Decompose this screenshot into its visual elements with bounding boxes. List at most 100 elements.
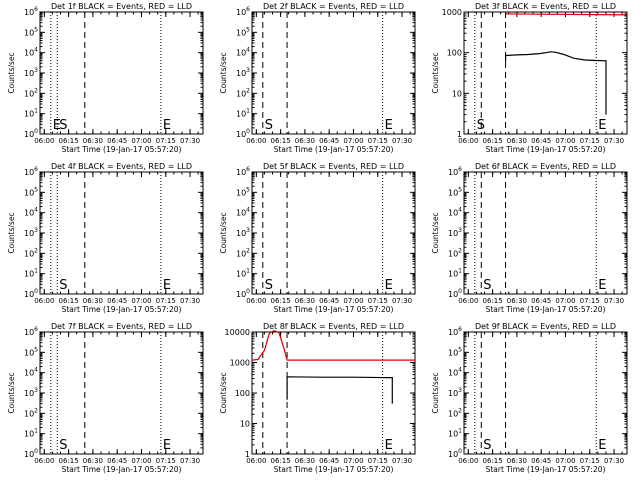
marker-letter: E	[163, 438, 171, 453]
x-tick-label: 06:00	[34, 297, 54, 305]
y-tick-label: 103	[236, 227, 250, 238]
plot-frame	[463, 171, 628, 295]
y-tick-label: 105	[236, 186, 250, 197]
x-tick-label: 07:15	[156, 137, 176, 145]
events-series	[286, 376, 393, 404]
y-tick-label: 104	[24, 47, 38, 58]
panel-det-1: Det 1f BLACK = Events, RED = LLD10010110…	[7, 2, 204, 154]
x-axis: 06:00 06:15 06:30 06:45 07:00 07:15 07:30	[246, 172, 412, 305]
x-tick-label: 06:15	[271, 137, 291, 145]
plot-frame	[39, 331, 204, 455]
x-axis: 06:00 06:15 06:30 06:45 07:00 07:15 07:30	[458, 12, 624, 145]
y-tick-label: 103	[24, 67, 38, 78]
x-axis: 06:00 06:15 06:30 06:45 07:00 07:15 07:30	[34, 172, 200, 305]
x-tick-label: 07:00	[131, 137, 151, 145]
lld-series	[505, 13, 628, 16]
y-axis: 100 101 102 103 104 105 106	[236, 166, 415, 299]
x-tick-label: 06:15	[483, 297, 503, 305]
panel-title: Det 2f BLACK = Events, RED = LLD	[263, 2, 404, 11]
y-tick-label: 105	[236, 26, 250, 37]
x-tick-label: 06:30	[507, 297, 527, 305]
panel-title: Det 5f BLACK = Events, RED = LLD	[263, 162, 404, 171]
x-tick-label: 06:30	[83, 137, 103, 145]
x-tick-label: 06:45	[531, 137, 551, 145]
x-tick-label: 07:30	[180, 137, 200, 145]
x-tick-label: 07:30	[392, 457, 412, 465]
x-tick-label: 07:00	[343, 297, 363, 305]
y-tick-label: 104	[24, 207, 38, 218]
y-tick-label: 100	[236, 288, 250, 299]
marker-letter: E	[385, 278, 393, 293]
marker-letter: E	[385, 438, 393, 453]
x-tick-label: 06:45	[107, 457, 127, 465]
y-tick-label: 105	[24, 186, 38, 197]
y-tick-label: 1000	[230, 359, 250, 368]
y-tick-label: 104	[236, 207, 250, 218]
x-tick-label: 06:15	[59, 297, 79, 305]
plot-frame	[251, 331, 416, 455]
x-tick-label: 06:45	[531, 457, 551, 465]
y-axis: 100 101 102 103 104 105 106	[448, 166, 627, 299]
marker-letter: E	[598, 278, 606, 293]
y-axis: 100 101 102 103 104 105 106	[24, 326, 203, 459]
y-axis-label: Counts/sec	[431, 212, 440, 253]
x-axis: 06:00 06:15 06:30 06:45 07:00 07:15 07:30	[458, 332, 624, 465]
y-tick-label: 102	[24, 247, 38, 258]
x-tick-label: 07:15	[156, 457, 176, 465]
x-tick-label: 06:30	[507, 457, 527, 465]
x-tick-label: 07:15	[368, 137, 388, 145]
x-tick-label: 06:30	[507, 137, 527, 145]
x-tick-label: 06:30	[83, 297, 103, 305]
panel-det-3: Det 3f BLACK = Events, RED = LLD 1 10 100 10…	[431, 2, 628, 154]
x-axis: 06:00 06:15 06:30 06:45 07:00 07:15 07:30	[34, 332, 200, 465]
panel-det-4: Det 4f BLACK = Events, RED = LLD10010110…	[7, 162, 204, 314]
plot-frame	[251, 11, 416, 135]
marker-letter: E	[53, 118, 61, 133]
x-axis: 06:00 06:15 06:30 06:45 07:00 07:15 07:30	[34, 12, 200, 145]
x-tick-label: 07:30	[604, 457, 624, 465]
y-axis-label: Counts/sec	[7, 212, 16, 253]
y-tick-label: 105	[448, 346, 462, 357]
x-tick-label: 06:00	[34, 457, 54, 465]
x-tick-label: 06:45	[107, 297, 127, 305]
x-tick-label: 06:45	[531, 297, 551, 305]
y-tick-label: 104	[236, 47, 250, 58]
plot-frame	[39, 11, 204, 135]
y-tick-label: 100	[448, 288, 462, 299]
x-tick-label: 07:15	[580, 137, 600, 145]
y-axis: 100 101 102 103 104 105 106	[24, 166, 203, 299]
y-tick-label: 103	[24, 227, 38, 238]
y-axis-label: Counts/sec	[219, 212, 228, 253]
x-tick-label: 06:00	[246, 457, 266, 465]
y-axis-label: Counts/sec	[219, 372, 228, 413]
y-tick-label: 100	[24, 128, 38, 139]
marker-letter: E	[385, 118, 393, 133]
x-tick-label: 06:30	[295, 297, 315, 305]
x-axis: 06:00 06:15 06:30 06:45 07:00 07:15 07:30	[246, 332, 412, 465]
y-tick-label: 106	[236, 166, 250, 177]
x-tick-label: 07:15	[580, 297, 600, 305]
x-tick-label: 07:30	[604, 297, 624, 305]
plot-frame	[39, 171, 204, 295]
x-tick-label: 06:45	[319, 457, 339, 465]
x-tick-label: 07:15	[368, 457, 388, 465]
plot-frame	[463, 331, 628, 455]
events-series	[505, 51, 607, 115]
x-tick-label: 07:00	[131, 297, 151, 305]
y-tick-label: 1	[245, 450, 250, 459]
x-axis-label: Start Time (19-Jan-17 05:57:20)	[274, 305, 394, 314]
y-tick-label: 106	[448, 166, 462, 177]
marker-letter: E	[163, 278, 171, 293]
x-tick-label: 07:00	[555, 297, 575, 305]
marker-letter: S	[265, 118, 273, 133]
y-tick-label: 104	[448, 367, 462, 378]
x-axis-label: Start Time (19-Jan-17 05:57:20)	[486, 465, 606, 474]
marker-letter: S	[483, 438, 491, 453]
y-tick-label: 100	[24, 448, 38, 459]
y-tick-label: 106	[24, 326, 38, 337]
y-tick-label: 10000	[225, 328, 250, 337]
x-tick-label: 06:15	[59, 137, 79, 145]
y-tick-label: 106	[24, 166, 38, 177]
y-axis: 1 10 100 1000	[442, 8, 627, 139]
